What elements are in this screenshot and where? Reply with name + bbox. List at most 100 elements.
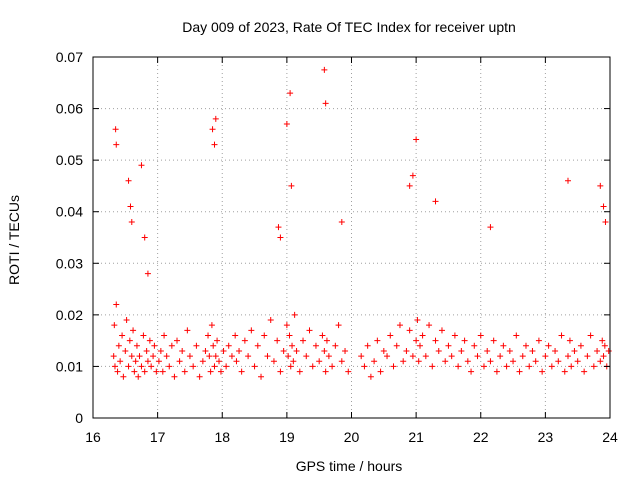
data-point xyxy=(143,347,150,354)
data-point xyxy=(261,332,268,339)
data-point xyxy=(140,332,147,339)
data-point xyxy=(409,353,416,360)
y-tick-label: 0.03 xyxy=(56,255,83,271)
data-point xyxy=(199,358,206,365)
data-point xyxy=(484,347,491,354)
data-point xyxy=(539,368,546,375)
data-point xyxy=(303,353,310,360)
data-point xyxy=(114,368,121,375)
data-point xyxy=(277,234,284,241)
data-point xyxy=(290,358,297,365)
data-point xyxy=(205,332,212,339)
data-point xyxy=(323,337,330,344)
data-point xyxy=(127,203,134,210)
data-point xyxy=(275,224,282,231)
data-point xyxy=(474,353,481,360)
data-point xyxy=(325,353,332,360)
data-point xyxy=(390,363,397,370)
data-point xyxy=(571,347,578,354)
data-point xyxy=(206,353,213,360)
data-point xyxy=(113,141,120,148)
data-point xyxy=(286,332,293,339)
data-point xyxy=(210,342,217,349)
data-point xyxy=(132,358,139,365)
data-point xyxy=(157,347,164,354)
x-tick-label: 21 xyxy=(408,429,424,445)
data-point xyxy=(322,368,329,375)
data-point xyxy=(600,353,607,360)
data-point xyxy=(123,317,130,324)
data-point xyxy=(552,347,559,354)
data-point xyxy=(426,322,433,329)
data-point xyxy=(490,337,497,344)
data-point xyxy=(287,363,294,370)
y-tick-label: 0.05 xyxy=(56,152,83,168)
data-point xyxy=(241,337,248,344)
y-tick-label: 0 xyxy=(75,410,83,426)
data-point xyxy=(335,322,342,329)
data-point xyxy=(232,332,239,339)
data-point xyxy=(519,353,526,360)
data-point xyxy=(374,337,381,344)
data-point xyxy=(212,353,219,360)
x-tick-label: 17 xyxy=(150,429,166,445)
data-point xyxy=(471,342,478,349)
data-point xyxy=(223,363,230,370)
data-point xyxy=(487,224,494,231)
data-point xyxy=(112,126,119,133)
data-point xyxy=(211,363,218,370)
y-axis-ticks: 0 0.01 0.02 0.03 0.04 0.05 0.06 0.07 xyxy=(56,49,610,426)
chart-title: Day 009 of 2023, Rate Of TEC Index for r… xyxy=(182,19,516,35)
data-point xyxy=(316,358,323,365)
data-point xyxy=(510,358,517,365)
data-point xyxy=(196,373,203,380)
data-point xyxy=(396,322,403,329)
data-point xyxy=(291,311,298,318)
data-point xyxy=(168,342,175,349)
data-point xyxy=(561,368,568,375)
data-point xyxy=(414,317,421,324)
data-point xyxy=(216,358,223,365)
data-point xyxy=(387,332,394,339)
data-point xyxy=(202,347,209,354)
data-point xyxy=(128,219,135,226)
x-tick-label: 19 xyxy=(279,429,295,445)
data-point xyxy=(264,353,271,360)
data-point xyxy=(267,317,274,324)
data-point xyxy=(413,136,420,143)
data-point xyxy=(600,203,607,210)
y-axis-label: ROTI / TECUs xyxy=(6,195,22,285)
data-point xyxy=(193,342,200,349)
data-point xyxy=(522,342,529,349)
data-point xyxy=(566,337,573,344)
data-point xyxy=(477,332,484,339)
data-point xyxy=(128,353,135,360)
data-point xyxy=(584,353,591,360)
grid-lines xyxy=(93,57,610,418)
x-tick-label: 16 xyxy=(85,429,101,445)
data-point xyxy=(144,270,151,277)
data-point xyxy=(406,182,413,189)
data-point xyxy=(590,363,597,370)
data-point xyxy=(280,347,287,354)
data-point xyxy=(403,347,410,354)
data-point xyxy=(438,327,445,334)
data-point xyxy=(548,363,555,370)
data-point xyxy=(179,347,186,354)
x-axis-ticks: 16 17 18 19 20 21 22 23 24 xyxy=(85,57,618,445)
data-point xyxy=(211,141,218,148)
data-point xyxy=(384,353,391,360)
y-tick-label: 0.04 xyxy=(56,204,83,220)
data-point xyxy=(296,368,303,375)
data-point xyxy=(110,353,117,360)
data-point xyxy=(558,332,565,339)
data-point xyxy=(113,301,120,308)
y-tick-label: 0.02 xyxy=(56,307,83,323)
data-point xyxy=(361,363,368,370)
data-point xyxy=(497,353,504,360)
data-point xyxy=(487,358,494,365)
data-point xyxy=(151,342,158,349)
x-tick-label: 23 xyxy=(538,429,554,445)
data-point xyxy=(148,363,155,370)
data-point xyxy=(493,368,500,375)
